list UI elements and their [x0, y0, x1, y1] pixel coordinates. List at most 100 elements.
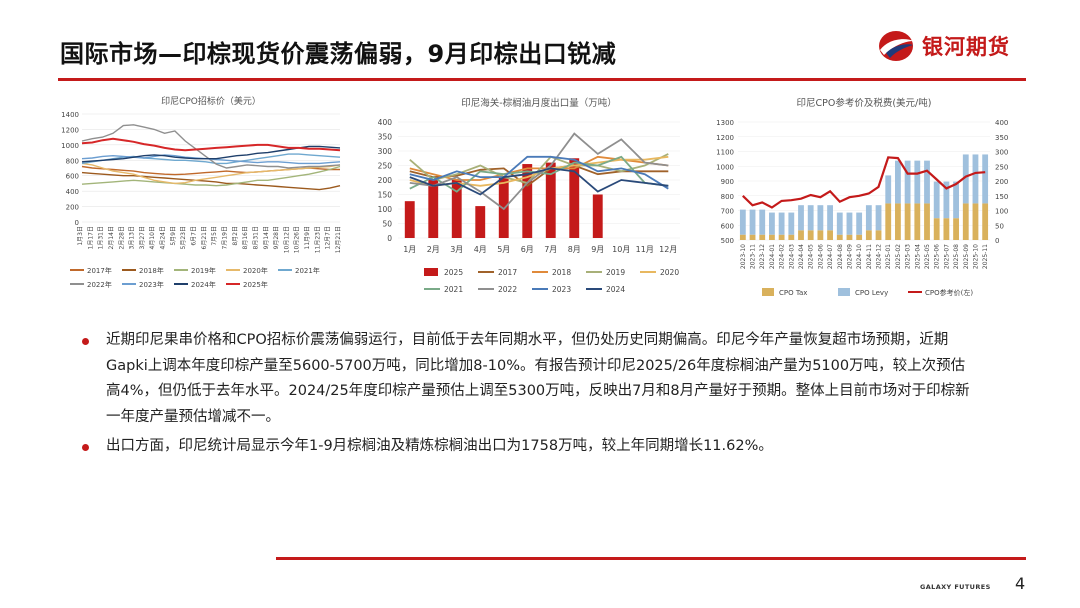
legend-label: 2019年 [191, 266, 216, 275]
x-tick-label: 8月31日 [252, 226, 259, 249]
bar-cpo-tax [895, 203, 901, 240]
chart-cpo-tender-price: 印尼CPO招标价（美元） 0 200 400 600 800 1000 1200 1400 1月3… [58, 92, 348, 292]
legend-label: CPO参考价(左) [925, 288, 973, 297]
bullet-text: 近期印尼果串价格和CPO招标价震荡偏弱运行，目前低于去年同期水平，但仍处历史同期… [106, 332, 970, 425]
x-tick-label: 5月23日 [180, 226, 187, 249]
y-right-tick-label: 400 [995, 119, 1008, 127]
x-tick-label: 10月 [612, 245, 630, 254]
series-line-2023 [409, 155, 669, 190]
bar-cpo-levy [827, 205, 833, 231]
x-tick-label: 2025-09 [963, 244, 970, 269]
bar-cpo-tax [778, 234, 785, 240]
bar-cpo-tax [933, 218, 940, 240]
bar-cpo-levy [739, 209, 746, 235]
y-right-tick-label: 50 [995, 222, 1004, 230]
bullet-production: 近期印尼果串价格和CPO招标价震荡偏弱运行，目前低于去年同期水平，但仍处历史同期… [82, 328, 976, 430]
y-right-tick-label: 250 [995, 163, 1008, 171]
bar-cpo-tax [827, 230, 833, 240]
y-tick-label: 400 [66, 188, 79, 196]
x-tick-label: 2025-06 [934, 244, 941, 269]
bullet-dot-icon [82, 338, 89, 345]
bar-cpo-tax [914, 203, 921, 240]
legend-label: 2020 [660, 268, 679, 277]
y-tick-label: 200 [66, 204, 79, 212]
bar-cpo-levy [817, 205, 824, 231]
x-tick-label: 12月 [659, 245, 677, 254]
bar-cpo-levy [982, 154, 989, 204]
y-right-tick-label: 300 [995, 149, 1008, 157]
y-left-tick-label: 1300 [716, 119, 734, 127]
series-line-2022年 [81, 124, 341, 169]
chart-title: 印尼海关-棕榈油月度出口量（万吨） [461, 97, 616, 109]
bar-cpo-tax [875, 230, 882, 240]
x-tick-label: 2025-04 [914, 244, 921, 269]
bar-2025 [475, 206, 486, 238]
legend-label: 2017年 [87, 266, 112, 275]
x-tick-label: 2024-08 [837, 244, 844, 269]
x-tick-label: 2024-07 [827, 244, 834, 269]
y-tick-label: 250 [378, 162, 393, 171]
x-tick-label: 2023-10 [740, 244, 747, 269]
x-tick-label: 2025-11 [982, 244, 989, 269]
y-tick-label: 300 [378, 147, 393, 156]
x-tick-label: 10月12日 [283, 226, 290, 253]
x-tick-label: 2024-04 [798, 244, 805, 269]
bar-cpo-levy [749, 209, 756, 235]
y-tick-label: 1400 [61, 111, 79, 119]
x-tick-label: 8月2日 [232, 226, 239, 246]
bar-cpo-tax [817, 230, 824, 240]
legend-label: 2022 [498, 285, 517, 294]
legend-label: 2023年 [139, 280, 164, 289]
y-right-tick-label: 350 [995, 134, 1008, 142]
bar-2025 [451, 179, 462, 238]
x-tick-label: 6月7日 [191, 226, 198, 246]
x-tick-label: 9月14日 [263, 226, 270, 249]
x-tick-label: 2024-10 [856, 244, 863, 269]
y-tick-label: 800 [66, 157, 79, 165]
bar-cpo-tax [769, 234, 775, 240]
bar-cpo-tax [885, 203, 892, 240]
x-tick-label: 1月17日 [87, 226, 94, 249]
chart-title: 印尼CPO招标价（美元） [161, 95, 261, 107]
bar-cpo-tax [904, 203, 911, 240]
legend-swatch [838, 288, 850, 296]
x-tick-label: 3月 [450, 245, 463, 254]
chart-export-volume: 印尼海关-棕榈油月度出口量（万吨） 0 50 100 150 200 250 300 350 40… [368, 92, 690, 297]
bar-cpo-levy [807, 205, 814, 231]
chart-reference-price-tax: 印尼CPO参考价及税费(美元/吨) 500 600 700 800 900 1000 1100… [710, 92, 1026, 300]
legend-label: 2022年 [87, 280, 112, 289]
series-line-2022 [409, 132, 669, 211]
x-tick-label: 2024-01 [769, 244, 776, 269]
header-divider [58, 78, 1026, 81]
bar-cpo-levy [972, 154, 979, 204]
y-tick-label: 1000 [61, 142, 79, 150]
x-tick-label: 2024-12 [876, 244, 883, 269]
bar-cpo-levy [788, 212, 795, 235]
bar-cpo-tax [962, 203, 969, 240]
bar-2025 [498, 177, 509, 238]
legend-label: 2021 [444, 285, 463, 294]
x-tick-label: 2024-06 [817, 244, 824, 269]
series-line-2019 [409, 153, 669, 184]
bar-cpo-tax [798, 230, 804, 240]
bar-cpo-tax [846, 234, 853, 240]
x-tick-label: 11月23日 [314, 226, 321, 253]
y-left-tick-label: 800 [721, 193, 734, 201]
bar-2025 [569, 158, 580, 238]
x-tick-label: 7月5日 [211, 226, 218, 246]
x-tick-label: 1月31日 [98, 226, 105, 249]
galaxy-logo-icon [879, 31, 914, 61]
y-right-tick-label: 150 [995, 193, 1008, 201]
legend-label: CPO Tax [779, 289, 807, 297]
bar-cpo-tax [788, 234, 795, 240]
bar-cpo-levy [962, 154, 969, 204]
commentary: 近期印尼果串价格和CPO招标价震荡偏弱运行，目前低于去年同期水平，但仍处历史同期… [82, 328, 976, 464]
bar-cpo-levy [875, 205, 882, 231]
x-tick-label: 12月7日 [325, 226, 332, 249]
legend-label: CPO Levy [855, 289, 888, 297]
x-tick-label: 5月9日 [170, 226, 177, 246]
x-tick-label: 8月16日 [242, 226, 249, 249]
bar-cpo-levy [933, 181, 940, 219]
x-tick-label: 9月28日 [273, 226, 280, 249]
y-left-tick-label: 600 [721, 222, 734, 230]
